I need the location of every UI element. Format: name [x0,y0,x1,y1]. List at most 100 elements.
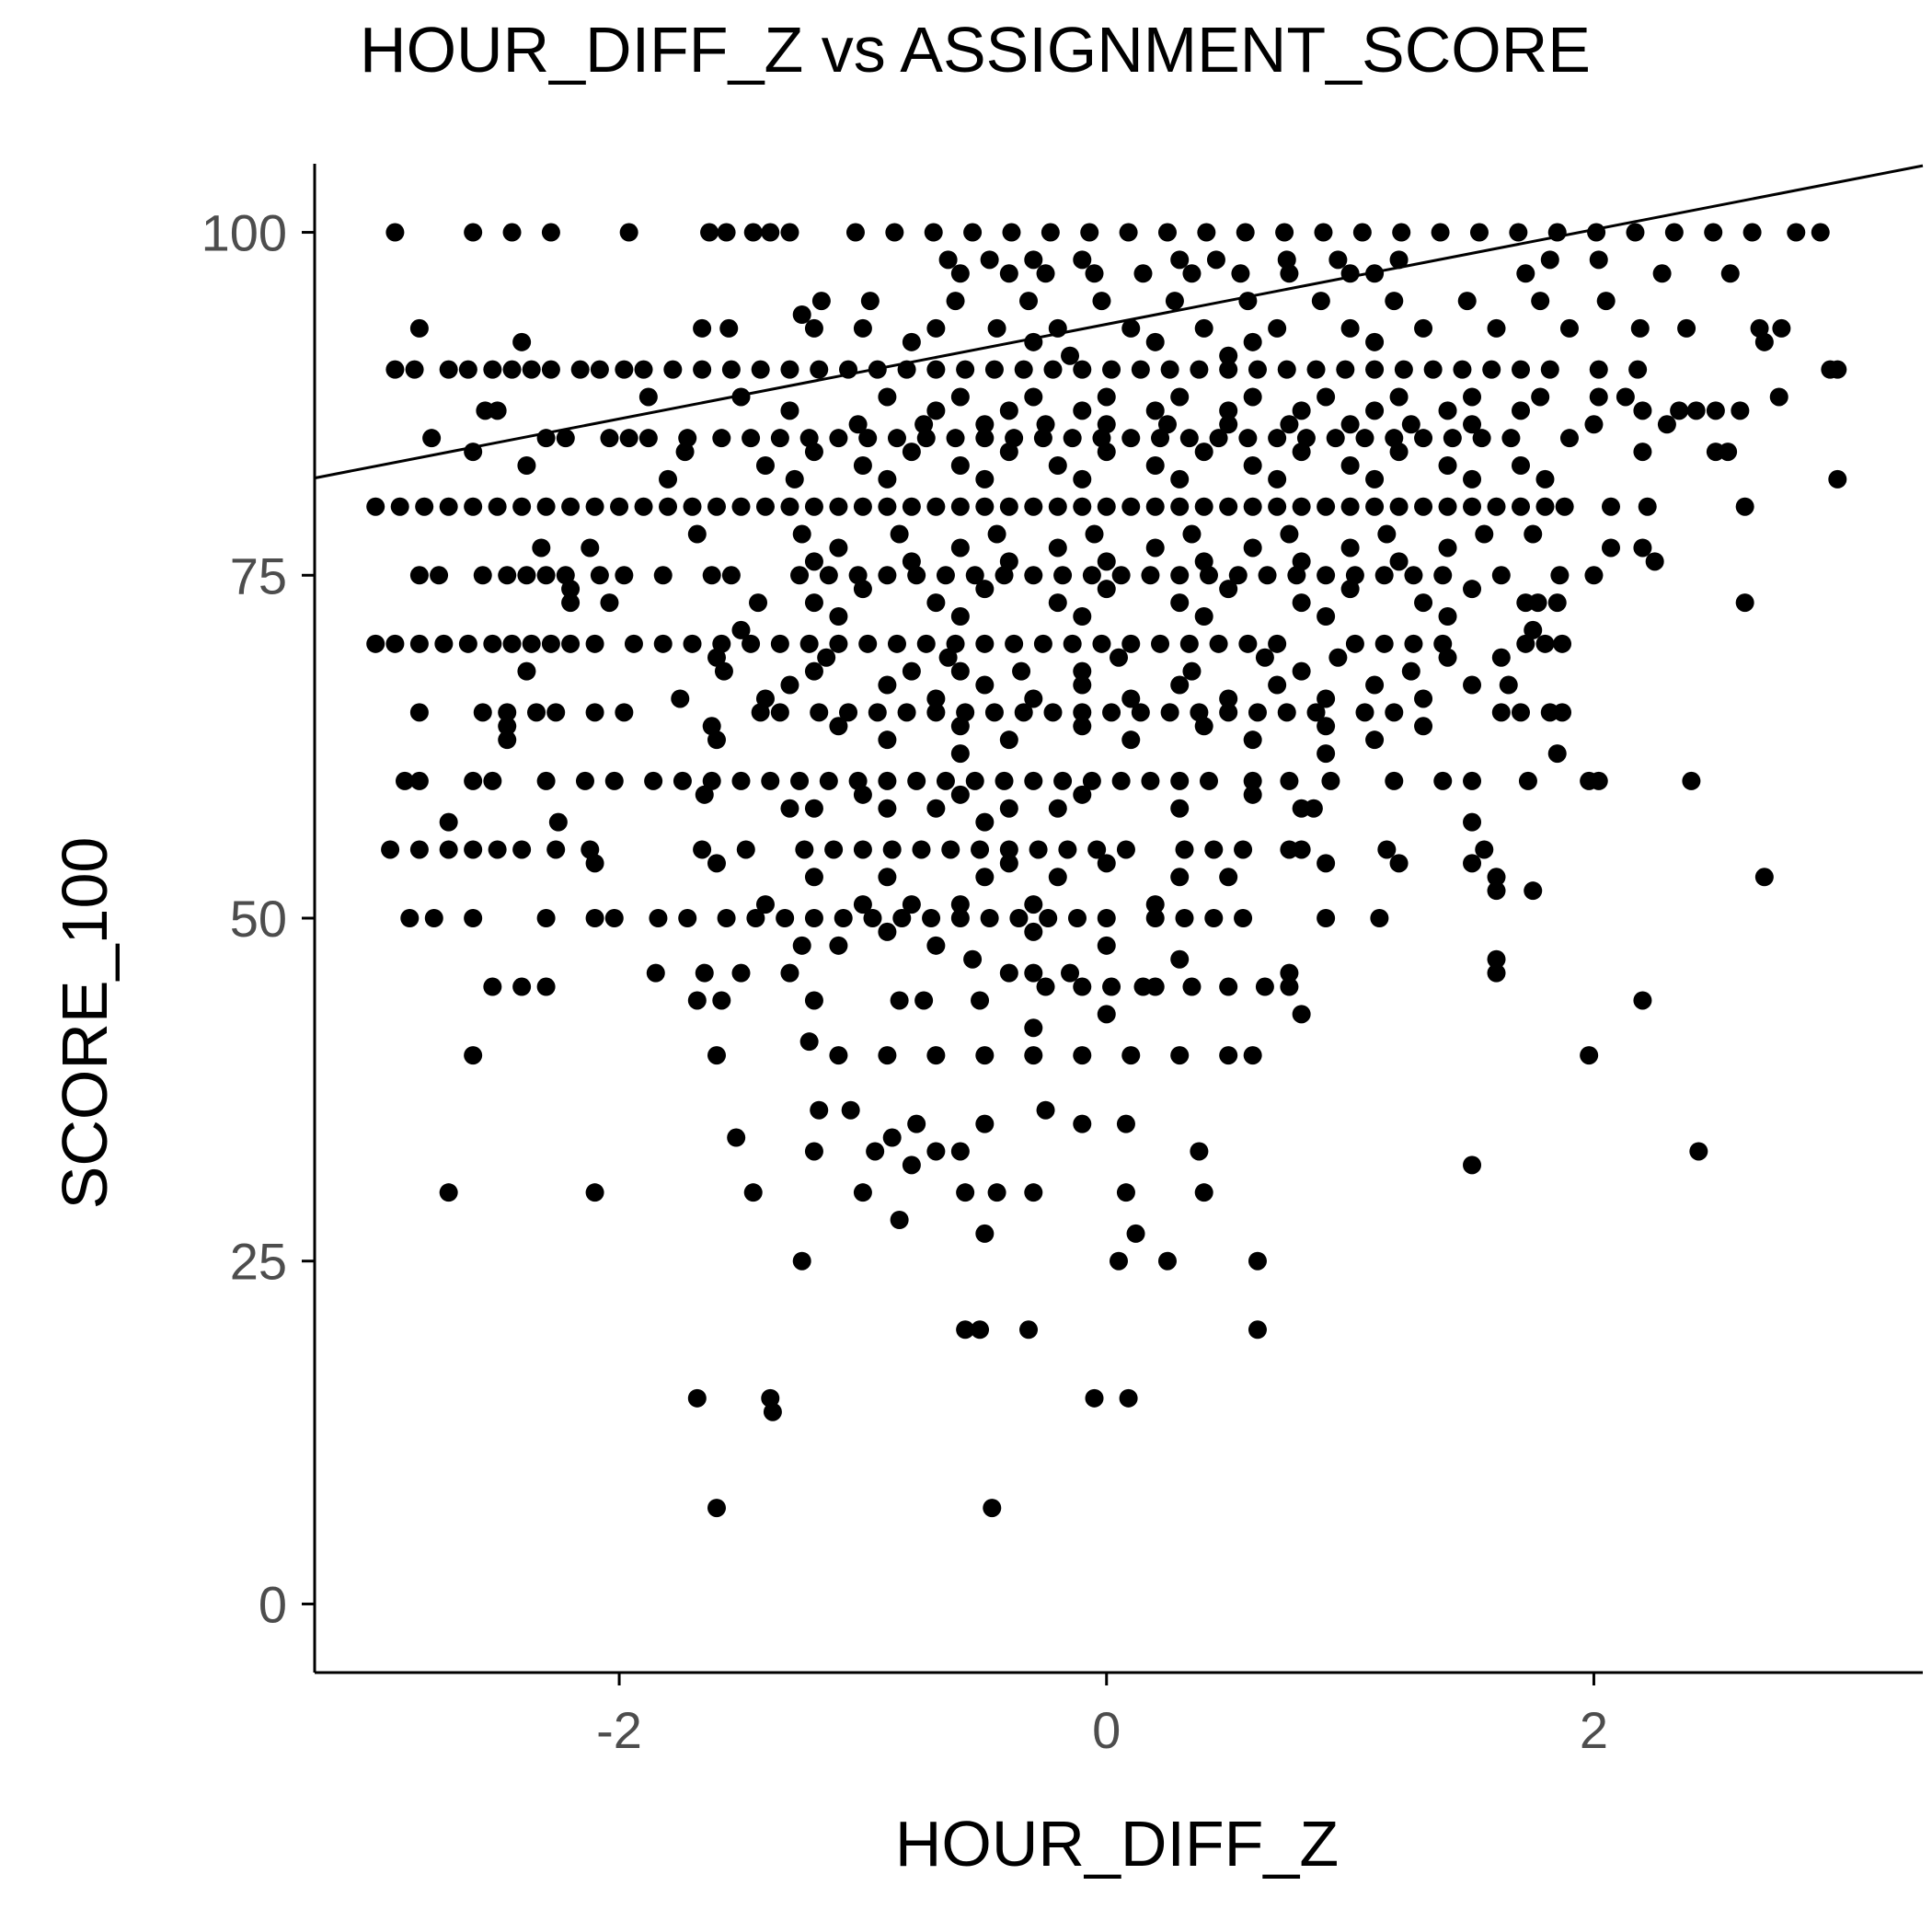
data-point [1085,1388,1104,1408]
data-point [1243,456,1262,475]
data-point [1633,538,1652,558]
data-point [502,634,522,653]
data-point [926,1142,946,1161]
data-point [1453,360,1472,379]
data-point [1317,387,1336,407]
data-point [1518,771,1537,790]
data-point [914,415,934,434]
data-point [1414,717,1433,736]
data-point [848,415,868,434]
data-point [1340,318,1360,338]
data-point [946,429,965,448]
data-point [536,909,556,927]
data-point [1475,840,1494,859]
data-point [950,456,970,475]
data-point [731,620,751,639]
data-point [810,360,829,379]
data-point [853,497,872,516]
data-point [1110,648,1128,667]
data-point [1652,264,1672,283]
data-point [912,840,931,859]
data-point [1487,963,1506,983]
data-point [975,497,995,516]
data-point [1535,634,1555,653]
data-point [1589,387,1608,407]
data-point [464,840,483,859]
data-point [1219,360,1238,379]
data-point [1053,566,1073,585]
data-point [963,223,983,242]
data-point [604,909,624,927]
data-point [1414,318,1433,338]
data-point [1385,703,1404,722]
data-point [878,730,897,750]
data-point [1735,497,1754,516]
data-point [1645,552,1664,571]
data-point [714,661,733,681]
data-point [1280,963,1299,983]
data-point [829,429,848,448]
data-point [1097,1005,1116,1024]
data-point [1268,634,1287,653]
data-point [926,360,946,379]
data-point [868,703,887,722]
data-point [1394,360,1413,379]
data-point [1012,661,1031,681]
data-point [1219,401,1238,420]
data-point [512,840,532,859]
data-point [1677,318,1696,338]
data-point [926,703,946,722]
data-point [975,1114,995,1133]
data-point [926,318,946,338]
data-point [1141,771,1160,790]
data-point [1116,840,1135,859]
data-point [1145,977,1165,996]
data-point [615,566,634,585]
data-point [1630,318,1650,338]
data-point [792,936,811,955]
data-point [1087,840,1107,859]
data-point [687,1388,707,1408]
data-point [546,840,566,859]
data-point [717,223,736,242]
data-point [1170,868,1190,887]
data-point [755,895,775,914]
data-point [1199,566,1218,585]
data-point [1019,1320,1039,1340]
data-point [1509,223,1528,242]
data-point [1392,223,1411,242]
data-point [1268,469,1287,489]
data-point [1550,566,1570,585]
data-point [878,922,897,941]
data-point [824,840,844,859]
data-point [1073,1114,1092,1133]
data-point [1531,292,1550,311]
data-point [1131,703,1150,722]
data-point [649,909,668,927]
data-point [975,1224,995,1243]
data-point [707,1046,726,1065]
data-point [488,840,507,859]
data-point [1024,1183,1043,1202]
data-point [1277,250,1296,270]
x-axis-ticks: -2 0 2 [596,1673,1608,1759]
data-point [1657,415,1676,434]
data-point [1423,360,1443,379]
data-point [1080,223,1099,242]
data-point [473,703,492,722]
data-point [1073,469,1092,489]
data-point [1317,497,1336,516]
data-point [1704,223,1723,242]
data-point [1092,634,1111,653]
data-point [1151,429,1170,448]
data-point [663,360,683,379]
data-point [693,840,712,859]
data-point [1255,977,1274,996]
data-point [488,401,507,420]
data-point [890,991,909,1010]
data-point [1175,909,1194,927]
y-axis-ticks: 0 25 50 75 100 [201,204,315,1633]
data-point [638,387,658,407]
data-point [926,799,946,818]
data-point [780,360,799,379]
